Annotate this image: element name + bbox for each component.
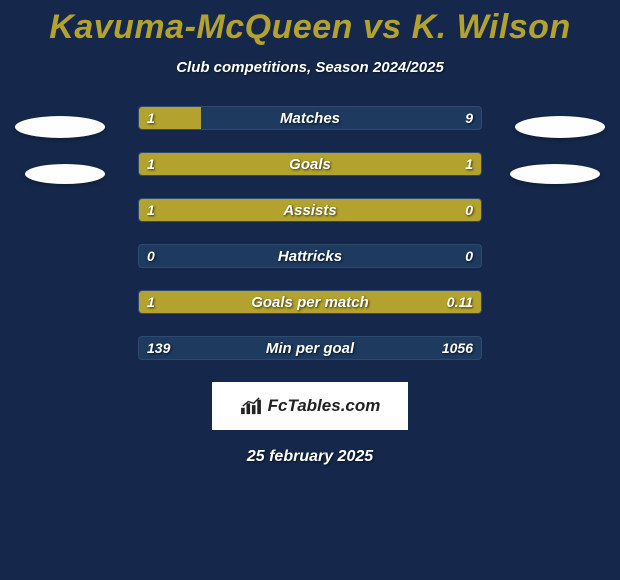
bars-list: 1Matches91Goals11Assists00Hattricks01Goa…: [138, 106, 482, 360]
stat-value-right: 1: [465, 153, 473, 175]
stat-value-right: 1056: [442, 337, 473, 359]
bar-chart-icon: [240, 397, 262, 415]
branding-text: FcTables.com: [268, 396, 381, 416]
stat-label: Min per goal: [139, 337, 481, 359]
stat-row: 0Hattricks0: [138, 244, 482, 268]
page-title: Kavuma-McQueen vs K. Wilson: [0, 0, 620, 47]
stat-label: Assists: [139, 199, 481, 221]
comparison-container: 1Matches91Goals11Assists00Hattricks01Goa…: [0, 106, 620, 466]
decor-ellipse-right-2: [510, 164, 600, 184]
stat-value-right: 0: [465, 199, 473, 221]
stat-row: 1Assists0: [138, 198, 482, 222]
stat-label: Hattricks: [139, 245, 481, 267]
stat-row: 1Goals per match0.11: [138, 290, 482, 314]
stat-label: Goals per match: [139, 291, 481, 313]
stat-label: Matches: [139, 107, 481, 129]
decor-ellipse-right-1: [515, 116, 605, 138]
decor-ellipse-left-1: [15, 116, 105, 138]
stat-value-right: 0: [465, 245, 473, 267]
page-subtitle: Club competitions, Season 2024/2025: [0, 59, 620, 76]
stat-label: Goals: [139, 153, 481, 175]
footer-date: 25 february 2025: [0, 448, 620, 466]
stat-value-right: 0.11: [447, 291, 473, 313]
decor-ellipse-left-2: [25, 164, 105, 184]
stat-value-right: 9: [465, 107, 473, 129]
branding-box: FcTables.com: [212, 382, 408, 430]
stat-row: 1Matches9: [138, 106, 482, 130]
stat-row: 139Min per goal1056: [138, 336, 482, 360]
stat-row: 1Goals1: [138, 152, 482, 176]
